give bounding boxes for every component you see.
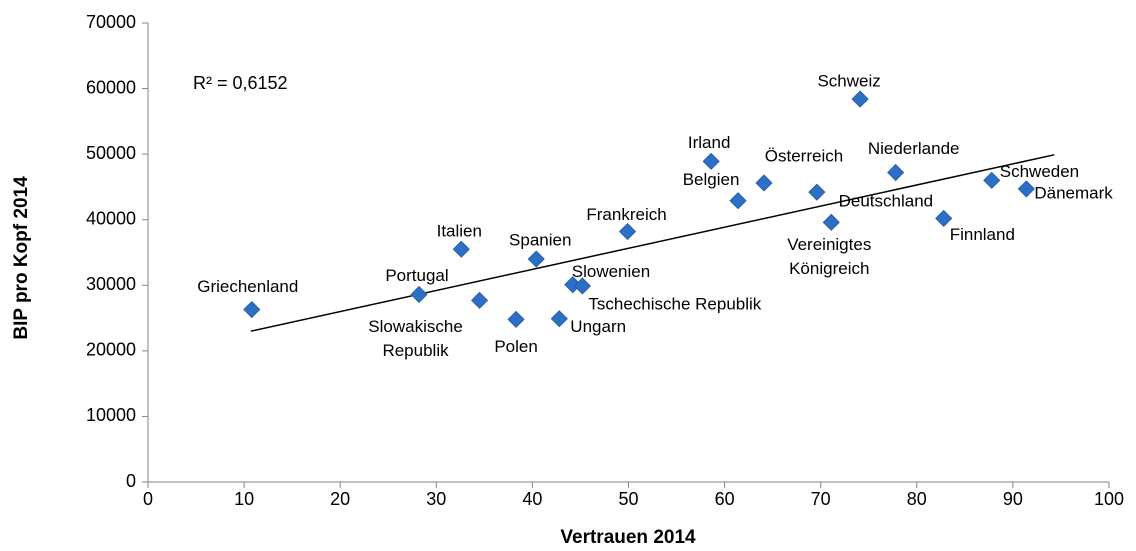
point-label: Frankreich: [586, 205, 666, 224]
point-label: Portugal: [385, 266, 448, 285]
x-tick-label: 10: [234, 489, 254, 509]
point-label: Italien: [437, 222, 482, 241]
point: [851, 90, 869, 108]
x-tick-label: 100: [1094, 489, 1124, 509]
point: [887, 163, 905, 182]
point: [470, 291, 489, 309]
point-label: Polen: [494, 337, 537, 356]
point: [755, 174, 773, 192]
point: [702, 152, 720, 170]
point-label: Belgien: [683, 170, 740, 189]
point-label: Österreich: [765, 146, 843, 165]
x-tick-label: 30: [426, 489, 446, 509]
point-label: Dänemark: [1034, 183, 1113, 202]
x-tick-label: 20: [330, 489, 350, 509]
point-label: Vereinigtes: [787, 235, 871, 254]
x-tick-label: 0: [143, 489, 153, 509]
x-axis-title: Vertrauen 2014: [560, 527, 696, 548]
point: [618, 222, 637, 241]
y-tick-label: 10000: [86, 405, 136, 425]
y-axis-title: BIP pro Kopf 2014: [11, 176, 32, 340]
point: [935, 209, 953, 227]
point-label: Finnland: [950, 225, 1015, 244]
y-tick-label: 0: [126, 471, 136, 491]
point: [1017, 180, 1035, 198]
point-label: Deutschland: [839, 192, 934, 211]
point-label: Irland: [688, 133, 731, 152]
point-label: Königreich: [789, 259, 869, 278]
y-tick-label: 60000: [86, 77, 136, 97]
point: [983, 171, 1001, 189]
point-label: Republik: [382, 341, 449, 360]
y-tick-label: 30000: [86, 274, 136, 294]
point: [550, 310, 568, 328]
y-tick-label: 70000: [86, 12, 136, 32]
point: [808, 183, 826, 201]
x-tick-label: 80: [907, 489, 927, 509]
x-tick-label: 70: [811, 489, 831, 509]
point-label: Slowenien: [572, 262, 650, 281]
point: [410, 285, 428, 304]
point-label: Spanien: [509, 231, 571, 250]
trendline: [250, 154, 1055, 332]
x-tick-label: 40: [522, 489, 542, 509]
point: [507, 310, 525, 328]
y-tick-label: 40000: [86, 208, 136, 228]
point: [243, 300, 261, 319]
point-label: Schweiz: [817, 72, 880, 91]
y-tick-label: 20000: [86, 340, 136, 360]
point-label: Niederlande: [868, 139, 960, 158]
x-tick-label: 90: [1003, 489, 1023, 509]
point: [822, 213, 840, 231]
y-tick-label: 50000: [86, 143, 136, 163]
point: [452, 240, 470, 258]
point: [573, 277, 591, 295]
x-tick-label: 60: [715, 489, 735, 509]
point: [729, 192, 747, 210]
point-label: Ungarn: [570, 317, 626, 336]
x-tick-label: 50: [618, 489, 638, 509]
point-label: Griechenland: [197, 277, 298, 296]
point-label: Tschechische Republik: [588, 294, 761, 313]
point-label: Schweden: [1000, 162, 1079, 181]
point: [527, 250, 545, 268]
point-label: Slowakische: [368, 317, 463, 336]
annotation: R² = 0,6152: [193, 73, 288, 93]
